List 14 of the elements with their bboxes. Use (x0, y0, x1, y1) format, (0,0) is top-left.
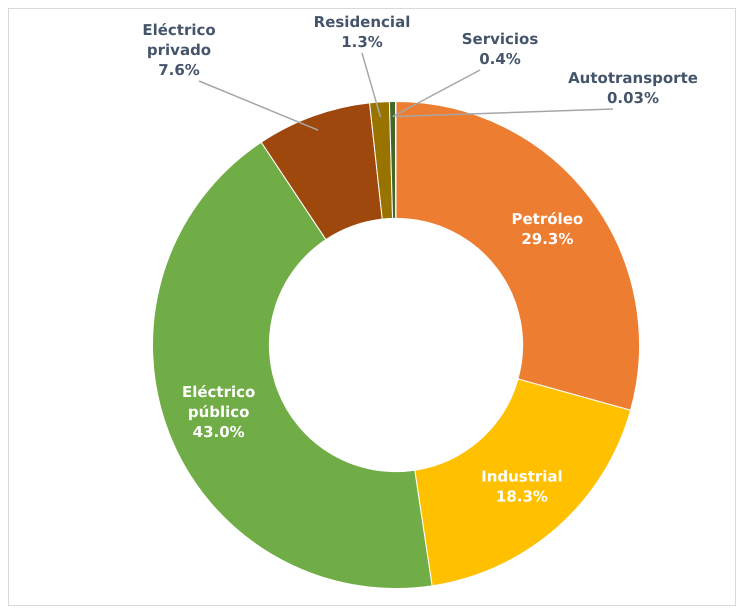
slice-label: Eléctrico público (182, 383, 256, 422)
data-label: 0.03% (606, 88, 660, 107)
data-label: 7.6% (158, 60, 200, 79)
data-label: 18.3% (496, 487, 548, 506)
data-label: 0.4% (479, 50, 521, 68)
data-label: 43.0% (192, 423, 245, 442)
slice-label: Autotransporte (568, 68, 698, 87)
slice-label: Industrial (481, 467, 563, 486)
data-label: 29.3% (521, 230, 574, 248)
data-label: 1.3% (341, 32, 383, 51)
slice-label: Servicios (462, 30, 538, 48)
slice-label: Eléctrico privado (142, 20, 216, 59)
slice-label: Residencial (314, 12, 410, 31)
slice-label: Petróleo (512, 210, 584, 228)
